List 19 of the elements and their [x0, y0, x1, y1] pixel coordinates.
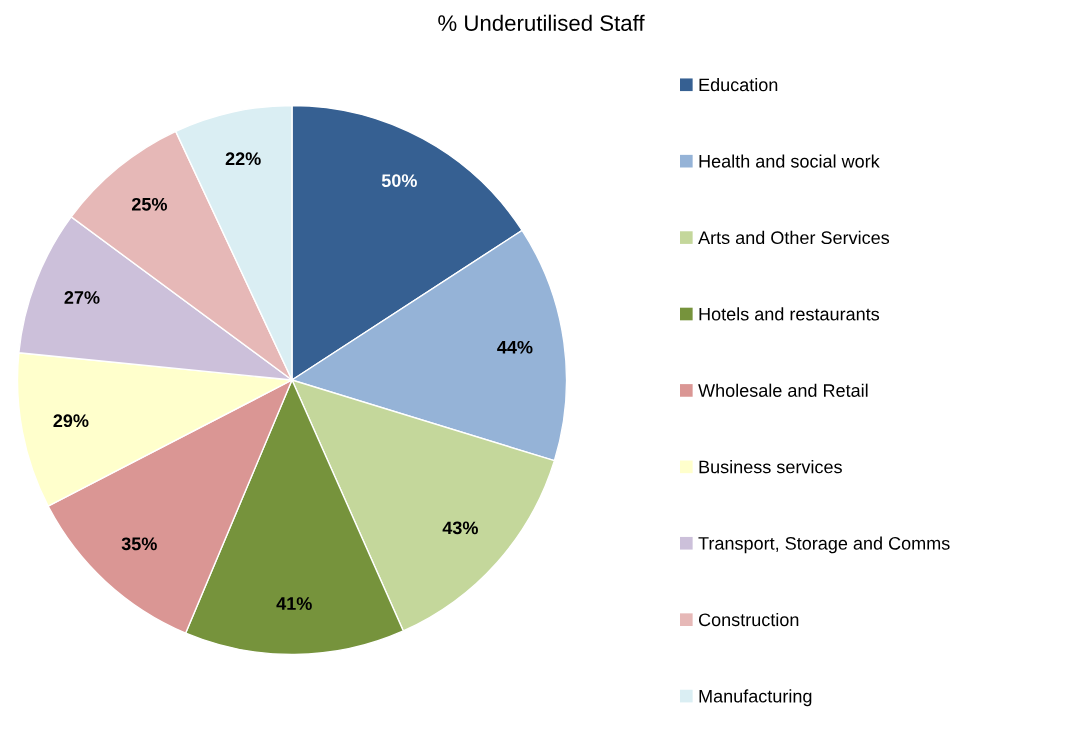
- chart-title: % Underutilised Staff: [438, 14, 645, 31]
- legend-label: Wholesale and Retail: [698, 383, 868, 397]
- legend-label: Transport, Storage and Comms: [698, 536, 950, 554]
- legend-label: Arts and Other Services: [698, 230, 890, 245]
- data-label: 44%: [497, 340, 533, 354]
- data-label: 22%: [225, 152, 261, 166]
- legend-label: Education: [699, 78, 778, 92]
- data-label: 29%: [53, 414, 89, 428]
- data-label: 35%: [121, 537, 157, 551]
- legend-label: Construction: [698, 612, 799, 627]
- legend-label: Health and social work: [699, 154, 880, 168]
- data-label: 41%: [276, 597, 312, 610]
- legend-label: Manufacturing: [699, 689, 812, 707]
- data-label: 50%: [381, 174, 417, 187]
- data-label: 27%: [64, 291, 100, 304]
- data-label: 25%: [131, 197, 168, 211]
- legend-label: Hotels and restaurants: [699, 307, 880, 321]
- legend-label: Business services: [699, 460, 842, 474]
- data-label: 43%: [442, 521, 478, 535]
